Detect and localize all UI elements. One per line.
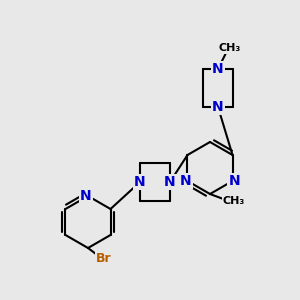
Text: N: N xyxy=(180,174,191,188)
Text: CH₃: CH₃ xyxy=(223,196,245,206)
Text: Br: Br xyxy=(96,251,112,265)
Text: N: N xyxy=(164,175,176,189)
Text: N: N xyxy=(134,175,146,189)
Text: N: N xyxy=(212,100,224,114)
Text: N: N xyxy=(80,189,92,203)
Text: N: N xyxy=(212,62,224,76)
Text: CH₃: CH₃ xyxy=(219,43,241,53)
Text: N: N xyxy=(229,174,240,188)
Text: CH₃: CH₃ xyxy=(219,43,241,53)
